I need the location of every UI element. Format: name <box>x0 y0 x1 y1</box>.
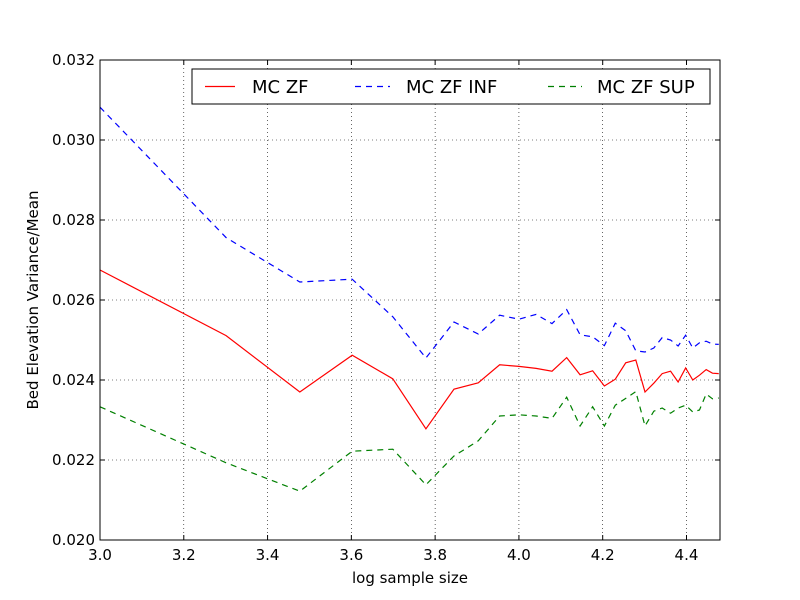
axis-ticks <box>99 59 720 541</box>
legend: MC ZF MC ZF INF MC ZF SUP <box>191 68 711 105</box>
y-tick-label: 0.020 <box>52 531 95 549</box>
y-tick-label: 0.024 <box>52 371 95 389</box>
series-line-mc-zf <box>99 269 719 430</box>
series-lines <box>99 106 719 492</box>
y-tick-label: 0.028 <box>52 211 95 229</box>
x-tick-label: 3.2 <box>172 546 196 564</box>
y-tick-label: 0.026 <box>52 291 95 309</box>
x-tick-label: 3.6 <box>339 546 363 564</box>
x-tick-label: 3.4 <box>256 546 280 564</box>
series-line-mc-zf-sup <box>99 390 719 492</box>
x-tick-label: 3.8 <box>423 546 447 564</box>
legend-box <box>191 68 711 105</box>
x-axis-title: log sample size <box>352 569 468 587</box>
legend-label-mc-zf-inf: MC ZF INF <box>406 77 497 98</box>
series-line-mc-zf-inf <box>99 106 719 359</box>
y-tick-label: 0.032 <box>52 51 95 69</box>
y-axis-title: Bed Elevation Variance/Mean <box>24 191 42 410</box>
y-tick-label: 0.030 <box>52 131 95 149</box>
x-tick-label: 4.4 <box>675 546 699 564</box>
x-tick-label: 3.0 <box>88 546 112 564</box>
tick-labels: 3.0 3.2 3.4 3.6 3.8 4.0 4.2 4.4 0.020 0.022 0.024 0… <box>52 51 698 564</box>
legend-label-mc-zf-sup: MC ZF SUP <box>597 77 695 98</box>
x-tick-label: 4.2 <box>591 546 615 564</box>
grid <box>99 59 720 541</box>
legend-label-mc-zf: MC ZF <box>252 77 309 98</box>
y-tick-label: 0.022 <box>52 451 95 469</box>
x-tick-label: 4.0 <box>507 546 531 564</box>
